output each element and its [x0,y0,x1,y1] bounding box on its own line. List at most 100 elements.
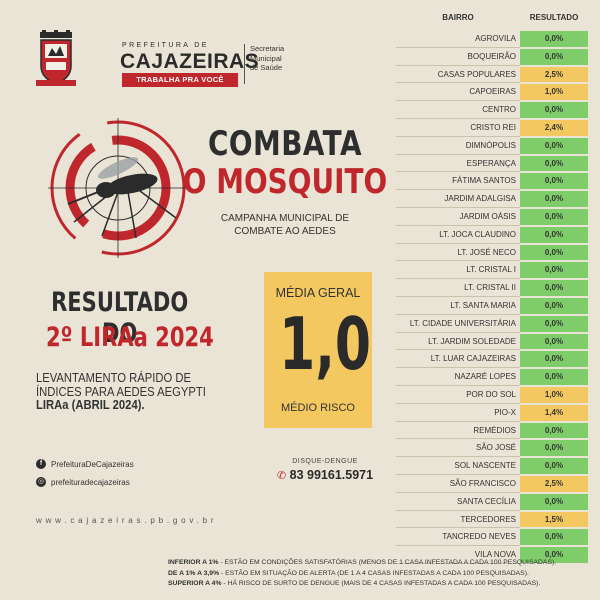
website-link[interactable]: www.cajazeiras.pb.gov.br [36,516,218,525]
table-row: PIO-X 1,4% [396,404,600,422]
bairro-name: AGROVILA [475,34,516,43]
bairro-name: SÃO FRANCISCO [449,479,516,488]
table-row: SANTA CECÍLIA 0,0% [396,493,600,511]
disque-dengue-phone[interactable]: ✆ 83 99161.5971 [270,468,380,482]
table-row: LT. JOCA CLAUDINO 0,0% [396,226,600,244]
bairro-name: BOQUEIRÃO [467,51,516,61]
facebook-handle: PrefeituraDeCajazeiras [51,459,134,469]
resultado-value: 0,0% [520,315,588,332]
resultado-value: 0,0% [520,191,588,207]
legend-2-text: - ESTÃO EM SITUAÇÃO DE ALERTA (DE 1 A 4 … [219,569,529,577]
table-row: LT. CRISTAL II 0,0% [396,279,600,297]
average-label: MÉDIA GERAL [275,286,361,300]
bairro-name: LT. JOSÉ NECO [457,247,516,257]
bairro-name: FÁTIMA SANTOS [452,176,516,186]
row-divider [396,135,520,137]
legend-line-1: INFERIOR A 1% - ESTÃO EM CONDIÇÕES SATIS… [168,558,588,569]
resultado-value: 0,0% [520,298,588,314]
resultado-value: 0,0% [520,102,588,118]
phone-number: 83 99161.5971 [289,468,374,482]
social-links: f PrefeituraDeCajazeiras ◎ prefeituradec… [36,455,134,491]
result-desc-2: ÍNDICES PARA AEDES AEGYPTI [36,384,206,399]
table-row: BOQUEIRÃO 0,0% [396,48,600,66]
row-divider [396,278,520,280]
campaign-line-1: COMBATA [208,124,362,164]
bairro-name: VILA NOVA [474,550,516,560]
instagram-link[interactable]: ◎ prefeituradecajazeiras [36,473,134,491]
facebook-link[interactable]: f PrefeituraDeCajazeiras [36,455,134,473]
row-divider [396,153,520,155]
row-divider [396,456,520,458]
bairro-name: REMÉDIOS [473,425,516,435]
average-value: 1,0 [279,302,371,386]
resultado-value: 0,0% [520,226,588,243]
row-divider [396,562,520,564]
bairro-name: LT. SANTA MARIA [450,301,517,310]
city-name: CAJAZEIRAS [120,50,260,73]
bairro-name: JARDIM ADALGISA [444,194,516,204]
resultado-value: 0,0% [520,458,588,474]
resultado-value: 0,0% [520,137,588,154]
table-row: CRISTO REI 2,4% [396,119,600,137]
whatsapp-icon: ✆ [276,470,287,482]
tagline-badge: TRABALHA PRA VOCÊ [122,73,238,87]
table-row: CAPOEIRAS 1,0% [396,83,600,102]
resultado-value: 2,5% [520,66,588,83]
table-row: VILA NOVA 0,0% [396,546,600,564]
col-resultado: RESULTADO [529,13,579,22]
average-risk: MÉDIO RISCO [281,402,355,414]
row-divider [396,527,520,529]
col-bairro: BAIRRO [442,13,474,22]
resultado-value: 0,0% [520,173,588,190]
resultado-value: 0,0% [520,280,588,296]
resultado-value: 0,0% [520,209,588,225]
row-divider [396,402,520,404]
table-row: LT. JARDIM SOLEDADE 0,0% [396,333,600,351]
row-divider [396,331,520,333]
bairro-name: NAZARÉ LOPES [454,372,516,382]
bairro-name: TERCEDORES [460,514,516,524]
city-crest-icon [36,30,76,86]
table-row: REMÉDIOS 0,0% [396,422,600,440]
secretaria-line-3: de Saúde [250,63,283,72]
row-divider [396,82,520,84]
row-divider [396,295,520,297]
secretaria-line-1: Secretaria [250,44,285,53]
table-row: LT. SANTA MARIA 0,0% [396,297,600,315]
logo-divider [244,44,245,84]
resultado-value: 0,0% [520,440,588,457]
resultado-value: 0,0% [520,31,588,47]
prefeitura-label: PREFEITURA DE [122,42,209,49]
resultado-value: 0,0% [520,369,588,385]
bairro-name: POR DO SOL [466,390,516,399]
table-row: LT. CIDADE UNIVERSITÁRIA 0,0% [396,315,600,333]
legend-1-range: INFERIOR A 1% [168,559,219,566]
result-desc-1: LEVANTAMENTO RÁPIDO DE [36,371,192,385]
table-row: FÁTIMA SANTOS 0,0% [396,172,600,191]
legend-line-3: SUPERIOR A 4% - HÁ RISCO DE SURTO DE DEN… [168,579,588,590]
bairro-name: CRISTO REI [470,123,516,132]
row-divider [396,367,520,369]
bairro-name: PIO-X [494,407,516,417]
table-row: CASAS POPULARES 2,5% [396,66,600,84]
resultado-value: 1,4% [520,404,588,421]
resultado-value: 0,0% [520,155,588,172]
bairro-name: ESPERANÇA [466,158,516,168]
bairro-name: TANCREDO NEVES [442,532,516,542]
resultado-value: 0,0% [520,333,588,350]
instagram-handle: prefeituradecajazeiras [51,477,130,487]
table-row: ESPERANÇA 0,0% [396,155,600,173]
facebook-icon: f [36,459,46,469]
row-divider [396,260,520,262]
row-divider [396,545,520,547]
mosquito-target-icon [48,118,188,258]
row-divider [396,242,520,244]
resultado-value: 0,0% [520,244,588,261]
table-row: LT. LUAR CAJAZEIRAS 0,0% [396,350,600,369]
row-divider [396,420,520,422]
bairro-name: SOL NASCENTE [454,461,517,471]
legend-line-2: DE A 1% A 3,9% - ESTÃO EM SITUAÇÃO DE AL… [168,569,588,580]
resultado-value: 0,0% [520,351,588,368]
row-divider [396,100,520,102]
resultado-value: 0,0% [520,529,588,546]
